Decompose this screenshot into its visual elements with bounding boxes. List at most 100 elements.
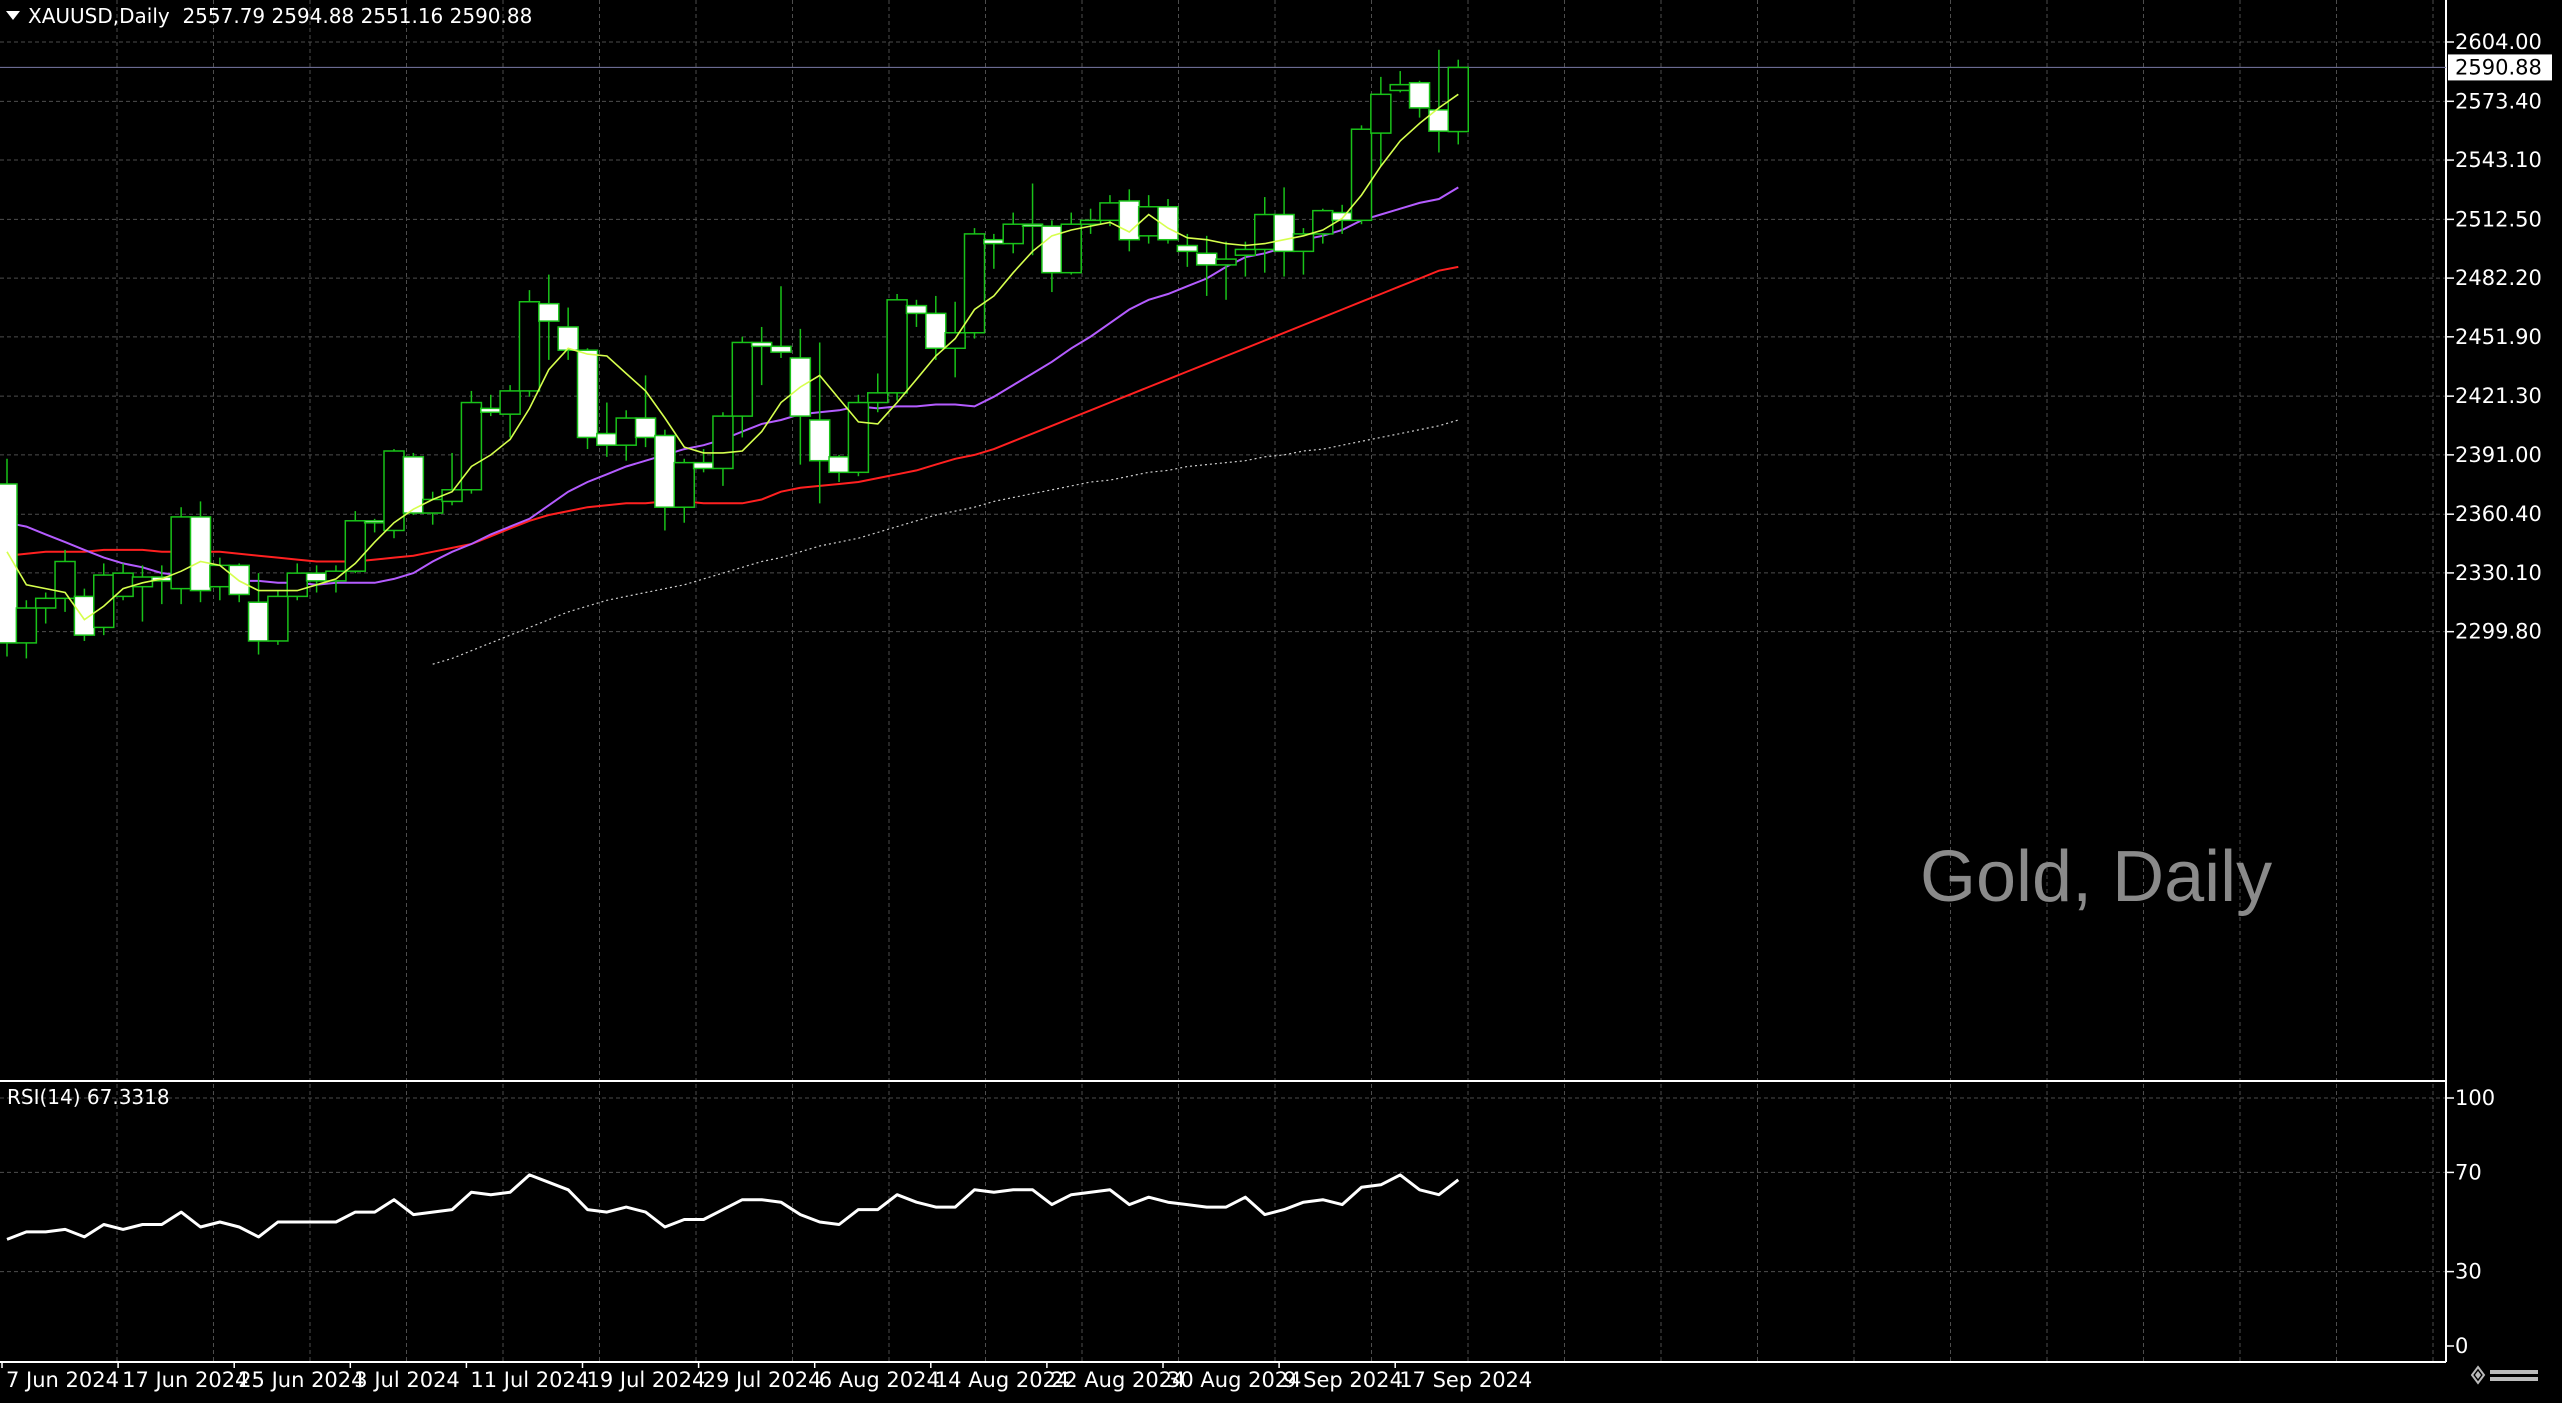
candle [460,390,483,494]
candle-body-bull [499,390,521,415]
candle [847,394,870,477]
price-tick-label: 2330.10 [2455,561,2542,585]
candle [383,449,405,539]
candle [634,375,657,448]
candle-body-bull [325,570,347,582]
candle-body-bull [1234,248,1257,256]
candle-body-bull [673,461,695,508]
candle-body-bull [1389,83,1411,92]
rsi-tick-label: 30 [2455,1260,2482,1284]
candle-body-bull [170,516,192,590]
candle [1041,220,1063,293]
candle [770,286,792,358]
candle [54,549,76,612]
candle [1234,241,1257,277]
time-tick-label: 11 Jul 2024 [470,1368,589,1392]
candle-body-bear [750,341,773,348]
candle [1408,80,1431,118]
candle [1215,241,1237,300]
time-tick-label: 14 Aug 2024 [935,1368,1070,1392]
candle-body-bear [983,238,1005,245]
dropdown-triangle-icon[interactable] [6,11,20,20]
time-tick-label: 25 Jun 2024 [238,1368,364,1392]
time-tick-label: 17 Sep 2024 [1399,1368,1532,1392]
price-tick-label: 2482.20 [2455,266,2542,290]
candle-body-bear [576,349,599,439]
candle [963,228,986,339]
ohlc-values: 2557.79 2594.88 2551.16 2590.88 [182,4,533,28]
candle-body-bull [112,572,134,598]
candle [1176,233,1199,267]
candle [1099,195,1121,227]
candle [905,299,928,327]
candle [673,458,695,523]
price-tick-label: 2299.80 [2455,620,2542,644]
candle-body-bear [0,483,18,644]
candle-body-bear [770,345,792,353]
symbol-timeframe: XAUUSD,Daily [28,4,170,28]
candle-body-bear [1273,213,1295,253]
candle-body-bear [538,302,560,322]
candle-body-bear [925,312,947,350]
candle [731,336,754,438]
candle-body-bull [209,564,231,588]
candle [499,385,521,438]
candle-body-bear [73,595,96,636]
candle-body-bear [1195,252,1218,266]
candle-body-bull [1292,233,1315,253]
candle-body-bear [828,456,850,474]
candle-body-bear [692,461,715,470]
broker-logo-icon [2470,1365,2538,1385]
time-tick-label: 17 Jun 2024 [122,1368,248,1392]
time-tick-label: 22 Aug 2024 [1051,1368,1186,1392]
candle-body-bear [247,601,270,642]
candle [247,573,270,655]
candle-body-bull [518,300,541,392]
price-axis: 2604.00 2573.40 2543.10 2512.50 2482.20 2451.… [2446,30,2552,644]
price-tick-label: 2451.90 [2455,325,2542,349]
candle-body-bull [963,233,986,334]
candle-body-bull [460,401,483,491]
current-price-label: 2590.88 [2455,55,2542,79]
rsi-tick-label: 100 [2455,1086,2495,1110]
time-tick-label: 29 Jul 2024 [703,1368,822,1392]
candle-body-bear [905,304,928,315]
price-tick-label: 2391.00 [2455,443,2542,467]
candle [34,592,57,624]
time-tick-label: 9 Sep 2024 [1283,1368,1403,1392]
candle [93,563,115,636]
candle [0,458,18,657]
candle-body-bear [480,407,502,413]
candle-body-bear [1176,244,1199,253]
candle [1079,208,1102,234]
candle-body-bear [402,456,425,514]
candle [1002,212,1024,254]
candle-body-bull [712,415,734,470]
symbol-watermark: Gold, Daily [1920,837,2273,917]
price-tick-label: 2604.00 [2455,30,2542,54]
candle [750,326,773,386]
candle-body-bull [1312,209,1334,235]
candle-body-bull [886,299,908,394]
candle-body-bull [1215,258,1237,266]
candle-body-bull [93,574,115,629]
candle [1312,208,1334,244]
rsi-tick-label: 70 [2455,1160,2482,1184]
chart-header: XAUUSD,Daily 2557.79 2594.88 2551.16 259… [6,4,532,28]
time-tick-label: 7 Jun 2024 [6,1368,119,1392]
rsi-label: RSI(14) 67.3318 [7,1085,170,1109]
candle-body-bear [808,419,831,462]
time-tick-label: 30 Aug 2024 [1167,1368,1302,1392]
candle-body-bull [1060,223,1082,274]
candle-body-bull [731,341,754,417]
price-tick-label: 2512.50 [2455,207,2542,231]
candle-body-bear [1021,223,1044,227]
candle-body-bear [305,572,328,582]
ma-slow-line [6,265,1459,563]
candle-body-bull [1099,202,1121,222]
candle [1428,49,1450,153]
candle [925,295,947,360]
current-price-tag [2448,54,2552,81]
